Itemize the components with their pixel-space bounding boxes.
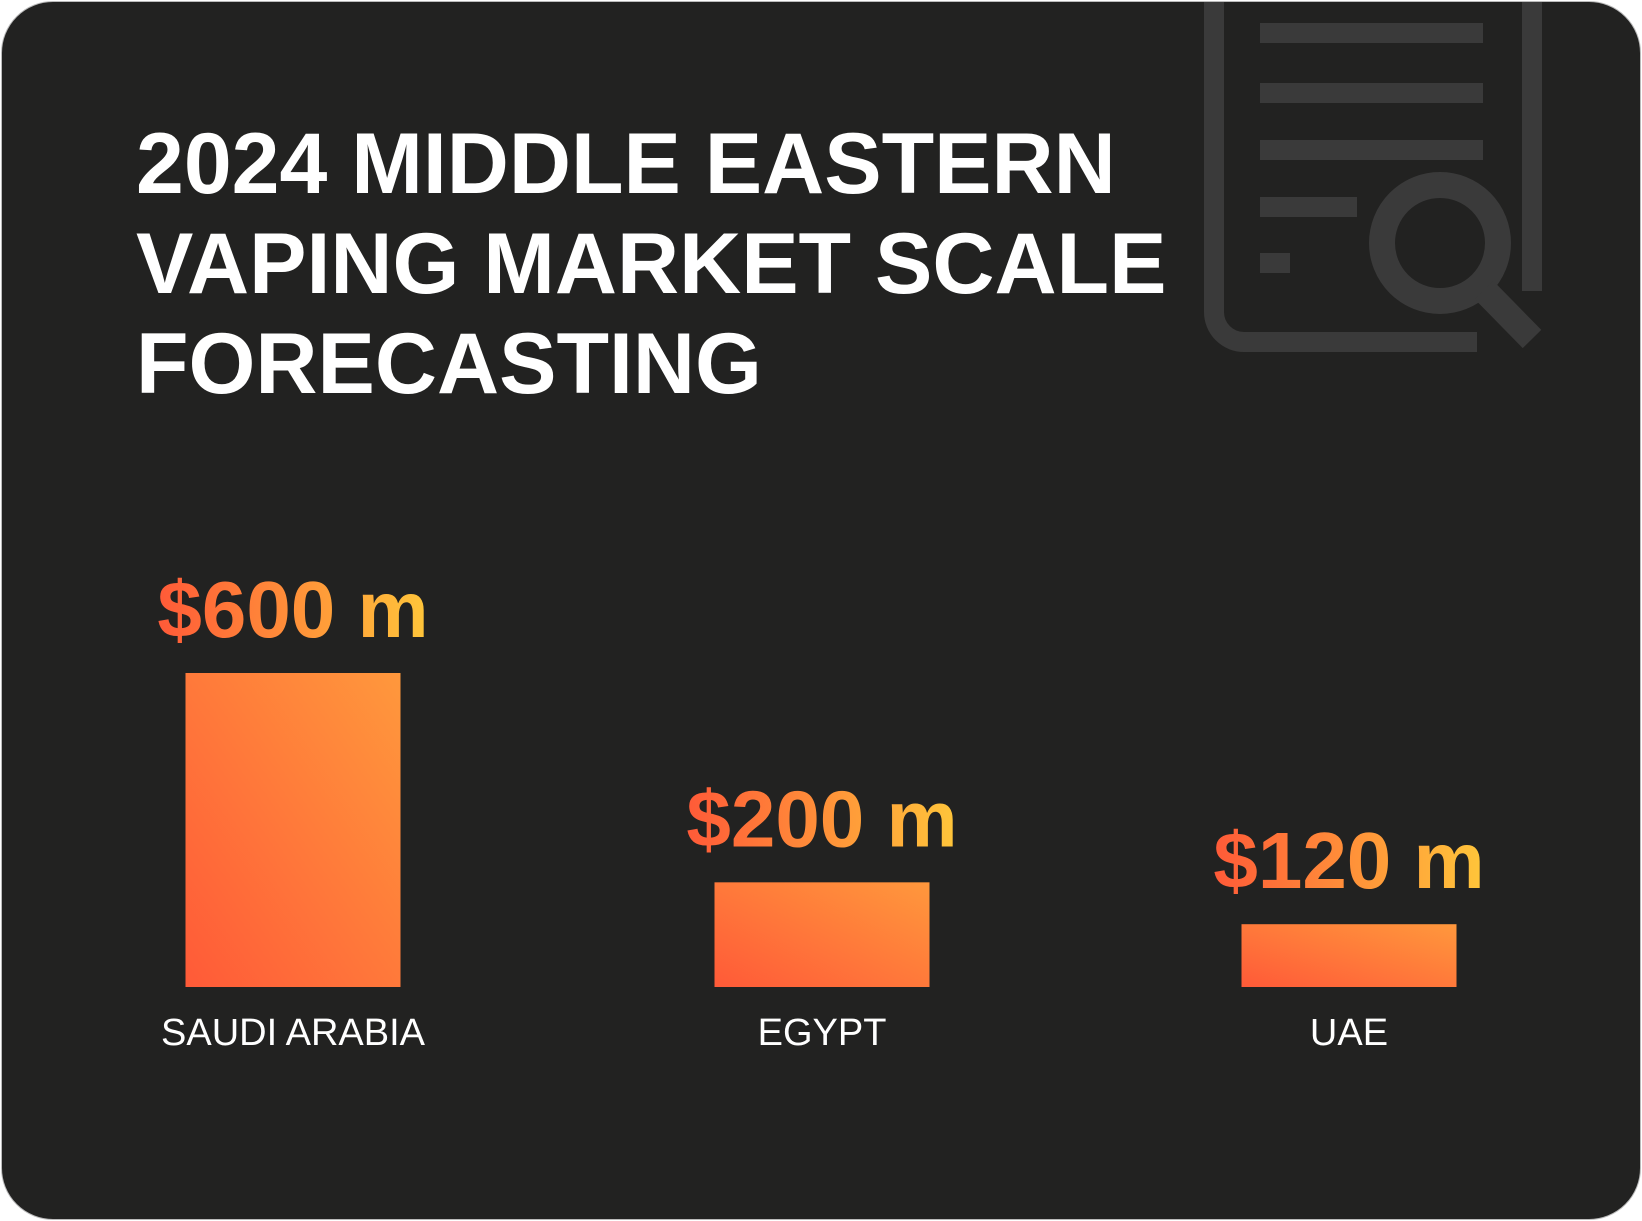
bar [185, 673, 401, 987]
chart-title: 2024 MIDDLE EASTERN VAPING MARKET SCALE … [136, 116, 1167, 412]
bar [714, 882, 930, 987]
value-label: $200 m [686, 774, 957, 863]
category-label: SAUDI ARABIA [161, 1012, 426, 1054]
value-label: $600 m [157, 565, 428, 654]
value-label: $120 m [1213, 816, 1484, 905]
bar [1241, 924, 1457, 987]
category-label: EGYPT [758, 1012, 887, 1054]
category-label: UAE [1310, 1012, 1388, 1054]
report-icon [1204, 2, 1542, 352]
